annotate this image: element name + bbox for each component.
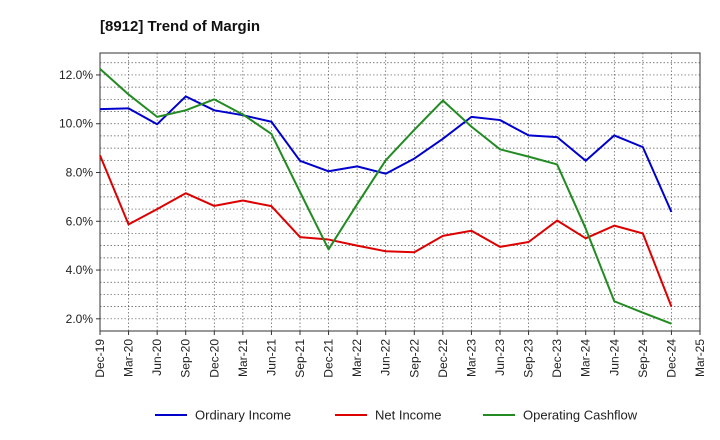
y-tick-label: 6.0% xyxy=(66,214,94,228)
x-tick-label: Sep-24 xyxy=(636,339,650,378)
x-tick-label: Jun-23 xyxy=(493,339,507,376)
x-tick-label: Jun-22 xyxy=(379,339,393,376)
y-tick-label: 4.0% xyxy=(66,263,94,277)
x-tick-label: Dec-21 xyxy=(322,339,336,378)
x-tick-label: Mar-22 xyxy=(350,339,364,377)
x-tick-label: Mar-24 xyxy=(579,339,593,377)
x-tick-label: Sep-23 xyxy=(522,339,536,378)
legend: Ordinary Income Net Income Operating Cashf… xyxy=(155,408,638,423)
x-tick-label: Dec-19 xyxy=(93,339,107,378)
x-tick-label: Mar-21 xyxy=(236,339,250,377)
series-lines xyxy=(99,68,673,325)
plot-area xyxy=(99,52,701,332)
x-axis-ticks: Dec-19 Mar-20 Jun-20 Sep-20 Dec-20 Mar-21 Jun-… xyxy=(93,331,707,378)
x-tick-label: Dec-20 xyxy=(207,339,221,378)
x-tick-label: Mar-23 xyxy=(464,339,478,377)
x-tick-label: Mar-20 xyxy=(122,339,136,377)
x-tick-label: Dec-24 xyxy=(664,339,678,378)
x-tick-label: Jun-21 xyxy=(264,339,278,376)
legend-label: Ordinary Income xyxy=(195,408,291,423)
legend-label: Operating Cashflow xyxy=(523,408,638,423)
series-line-operating-cashflow xyxy=(99,68,672,325)
y-tick-label: 8.0% xyxy=(66,165,94,179)
chart-title: [8912] Trend of Margin xyxy=(100,18,260,35)
series-line-net-income xyxy=(99,155,673,307)
y-tick-label: 2.0% xyxy=(66,312,94,326)
grid-lines xyxy=(99,53,701,332)
x-tick-label: Sep-21 xyxy=(293,339,307,378)
y-tick-label: 12.0% xyxy=(59,68,93,82)
legend-label: Net Income xyxy=(375,408,441,423)
x-tick-label: Dec-22 xyxy=(436,339,450,378)
y-axis-ticks: 2.0% 4.0% 6.0% 8.0% 10.0% 12.0% xyxy=(59,68,100,326)
series-line-ordinary-income xyxy=(99,95,673,213)
x-tick-label: Mar-25 xyxy=(693,339,707,377)
x-tick-label: Sep-20 xyxy=(179,339,193,378)
x-tick-label: Sep-22 xyxy=(407,339,421,378)
x-tick-label: Jun-20 xyxy=(150,339,164,376)
y-tick-label: 10.0% xyxy=(59,117,93,131)
x-tick-label: Jun-24 xyxy=(607,339,621,376)
x-tick-label: Dec-23 xyxy=(550,339,564,378)
